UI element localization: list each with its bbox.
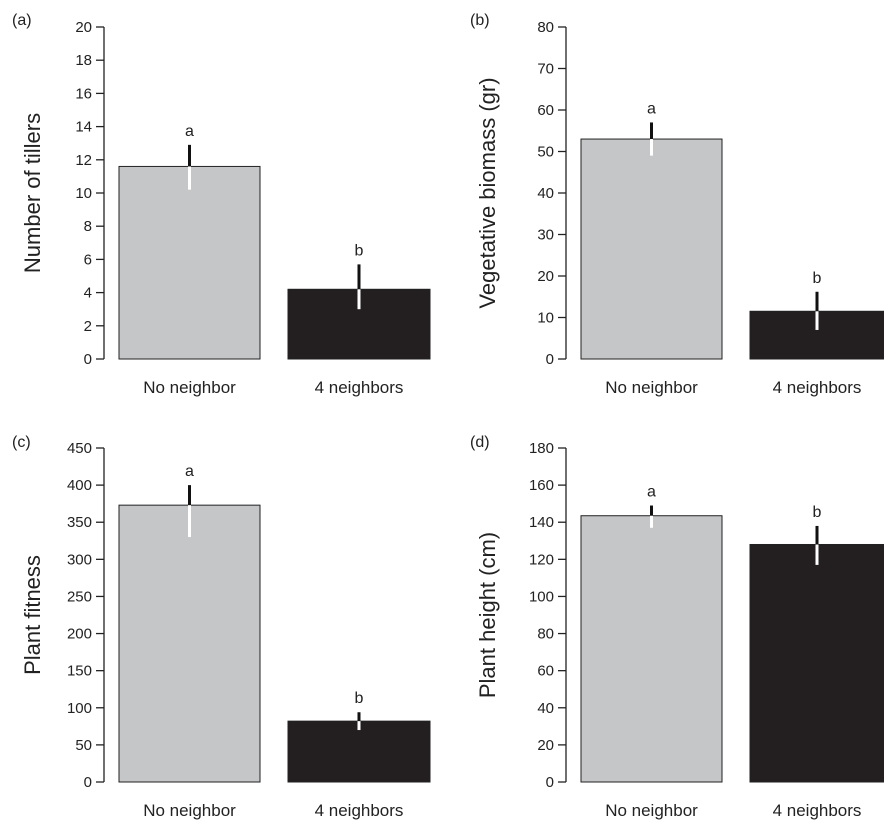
y-tick-label: 50 xyxy=(537,144,554,161)
y-tick-label: 180 xyxy=(529,440,554,457)
y-tick-label: 40 xyxy=(537,185,554,202)
y-axis-label: Number of tillers xyxy=(20,113,45,273)
y-tick-label: 60 xyxy=(537,102,554,119)
y-tick-label: 350 xyxy=(67,514,92,531)
y-tick-label: 0 xyxy=(546,774,554,791)
significance-letter: b xyxy=(813,504,822,521)
y-tick-label: 20 xyxy=(537,268,554,285)
significance-letter: b xyxy=(813,270,822,287)
y-tick-label: 450 xyxy=(67,440,92,457)
category-label: No neighbor xyxy=(605,801,698,820)
panel-d: 0 20 40 60 80 100 120 140 160 180 Plant height (cm… xyxy=(470,434,884,820)
y-tick-label: 40 xyxy=(537,700,554,717)
y-tick-label: 200 xyxy=(67,626,92,643)
y-tick-label: 80 xyxy=(537,626,554,643)
y-tick-label: 16 xyxy=(75,85,92,102)
panel-label: (b) xyxy=(470,12,490,29)
y-tick-label: 300 xyxy=(67,551,92,568)
panel-label: (c) xyxy=(12,434,31,451)
y-tick-label: 100 xyxy=(529,588,554,605)
y-tick-label: 150 xyxy=(67,663,92,680)
bar xyxy=(580,515,723,783)
y-tick-label: 0 xyxy=(546,351,554,368)
y-tick-label: 30 xyxy=(537,227,554,244)
y-tick-label: 20 xyxy=(537,737,554,754)
panel-label: (d) xyxy=(470,434,490,451)
y-tick-label: 2 xyxy=(84,318,92,335)
bar xyxy=(287,720,431,783)
y-axis-label: Plant fitness xyxy=(20,555,45,675)
category-label: 4 neighbors xyxy=(315,378,404,397)
y-tick-label: 10 xyxy=(75,185,92,202)
significance-letter: b xyxy=(355,242,364,259)
y-tick-label: 140 xyxy=(529,514,554,531)
y-tick-label: 50 xyxy=(75,737,92,754)
significance-letter: a xyxy=(185,123,194,140)
y-tick-label: 400 xyxy=(67,477,92,494)
y-axis-label: Vegetative biomass (gr) xyxy=(475,77,500,308)
bar xyxy=(749,543,884,783)
y-axis-label: Plant height (cm) xyxy=(475,532,500,698)
y-tick-label: 60 xyxy=(537,663,554,680)
y-tick-label: 0 xyxy=(84,774,92,791)
y-tick-label: 10 xyxy=(537,310,554,327)
bar xyxy=(580,138,723,360)
y-tick-label: 100 xyxy=(67,700,92,717)
category-label: No neighbor xyxy=(143,378,236,397)
category-label: 4 neighbors xyxy=(773,378,862,397)
y-tick-label: 20 xyxy=(75,19,92,36)
y-tick-label: 6 xyxy=(84,251,92,268)
y-tick-label: 0 xyxy=(84,351,92,368)
category-label: No neighbor xyxy=(605,378,698,397)
panel-label: (a) xyxy=(12,12,32,29)
y-tick-label: 250 xyxy=(67,588,92,605)
panel-a: 0 2 4 6 8 10 12 14 16 18 20 Number of tillers (a) a No… xyxy=(12,12,431,397)
y-tick-label: 160 xyxy=(529,477,554,494)
bar xyxy=(118,165,261,360)
y-tick-label: 14 xyxy=(75,119,92,136)
significance-letter: a xyxy=(185,463,194,480)
category-label: No neighbor xyxy=(143,801,236,820)
bar xyxy=(118,504,261,783)
significance-letter: a xyxy=(647,100,656,117)
y-tick-label: 18 xyxy=(75,52,92,69)
y-tick-label: 8 xyxy=(84,218,92,235)
y-tick-label: 70 xyxy=(537,61,554,78)
panel-c: 0 50 100 150 200 250 300 350 400 450 Plant fitness… xyxy=(12,434,431,820)
y-tick-label: 120 xyxy=(529,551,554,568)
significance-letter: a xyxy=(647,484,656,501)
y-tick-label: 80 xyxy=(537,19,554,36)
category-label: 4 neighbors xyxy=(773,801,862,820)
y-tick-label: 12 xyxy=(75,152,92,169)
significance-letter: b xyxy=(355,690,364,707)
category-label: 4 neighbors xyxy=(315,801,404,820)
y-tick-label: 4 xyxy=(84,285,92,302)
panel-b: 0 10 20 30 40 50 60 70 80 Vegetative biomass (gr)… xyxy=(470,12,884,397)
